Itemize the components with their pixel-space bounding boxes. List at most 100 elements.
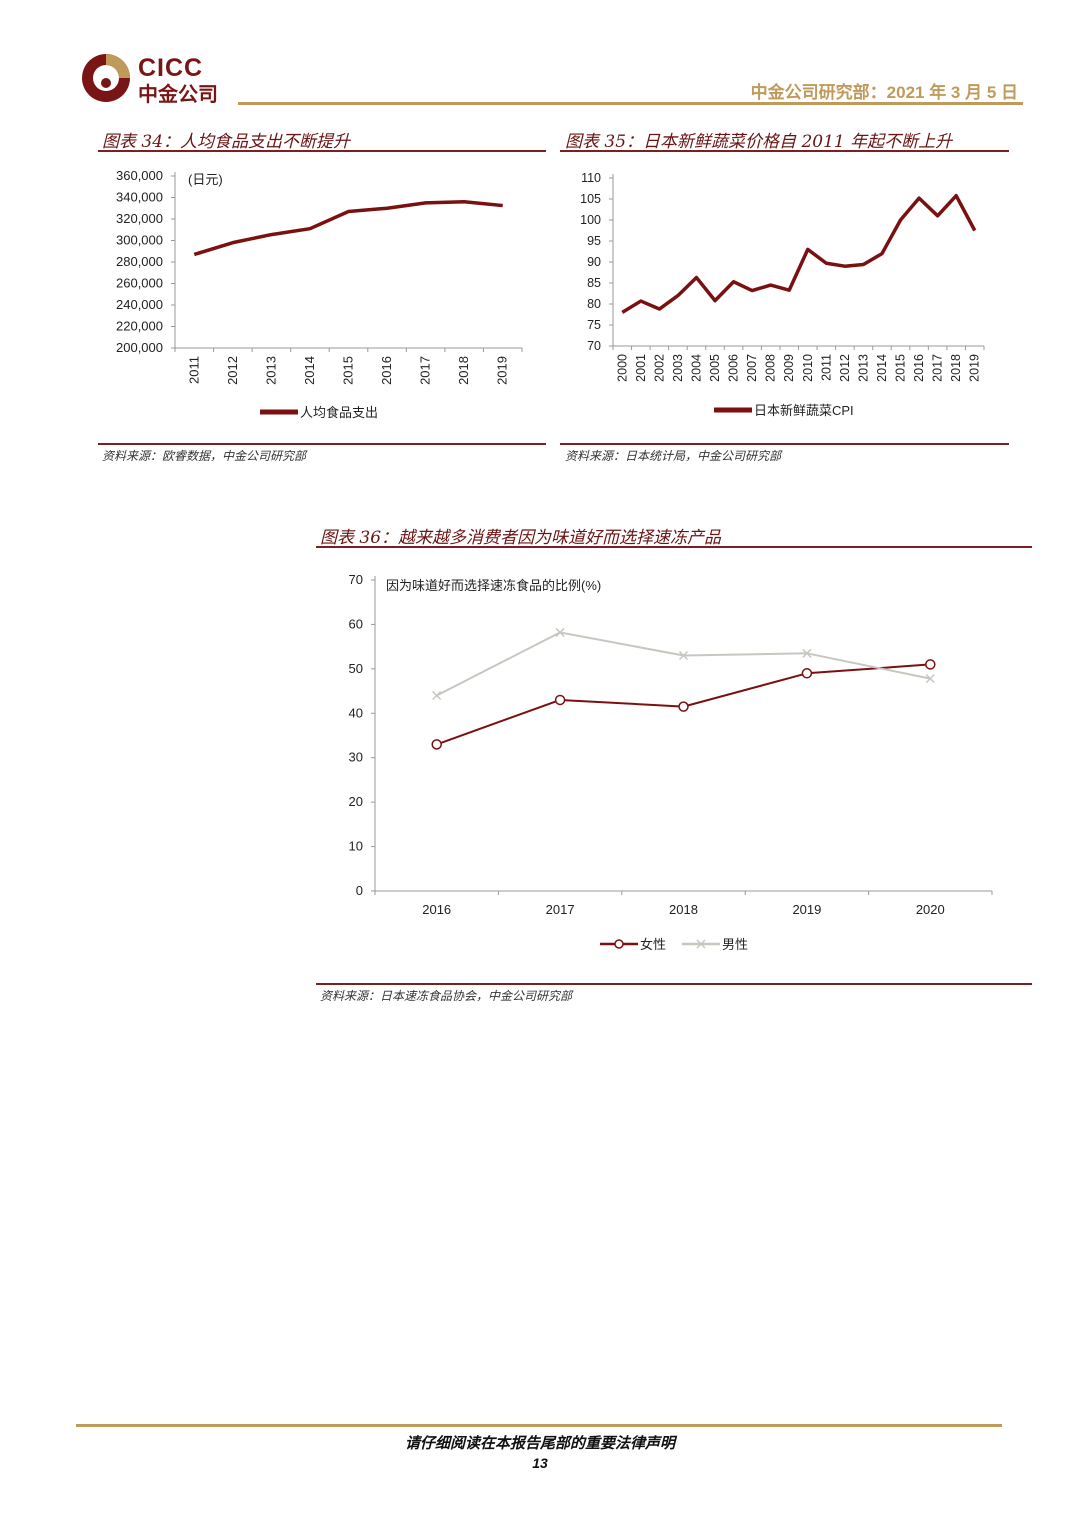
- x-tick-label: 2019: [792, 902, 821, 917]
- y-tick-label: 240,000: [116, 297, 163, 312]
- x-tick-label: 2011: [186, 356, 201, 384]
- data-point-x: [555, 627, 565, 637]
- fig35-top-rule: [560, 150, 1009, 152]
- x-tick-label: 2017: [418, 356, 433, 385]
- fig34-chart: 200,000 220,000 240,000 260,000 280,000 300,0…: [116, 168, 523, 420]
- series-line-2: [436, 631, 931, 697]
- y-tick-label: 70: [587, 339, 601, 353]
- x-tick-label: 2018: [456, 356, 471, 385]
- x-tick-label: 2002: [652, 354, 666, 382]
- x-tick-label: 2013: [856, 354, 870, 382]
- fig34-title: 图表 34：人均食品支出不断提升: [102, 132, 351, 152]
- fig35-bottom-rule: [560, 443, 1009, 445]
- y-tick-label: 30: [349, 750, 363, 765]
- data-point-x: [678, 650, 689, 661]
- x-tick-label: 2003: [671, 354, 685, 382]
- series-line-1: [621, 193, 977, 314]
- fig36-chart: 0 10 20 30 40 50 60 70 2016 2017 2018 2019 2020 女性 男性 因…: [349, 572, 993, 952]
- y-tick-label: 50: [349, 661, 363, 676]
- x-tick-label: 2018: [669, 902, 698, 917]
- y-tick-label: 70: [349, 572, 363, 587]
- fig34-top-rule: [98, 150, 546, 152]
- fig35-title: 图表 35：日本新鲜蔬菜价格自 2011 年起不断上升: [565, 132, 953, 152]
- y-axis-title: 因为味道好而选择速冻食品的比例(%): [386, 578, 601, 593]
- x-tick-label: 2010: [801, 354, 815, 382]
- y-tick-label: 90: [587, 255, 601, 269]
- legend-marker-x: [696, 939, 706, 949]
- fig36-top-rule: [316, 546, 1032, 548]
- y-tick-label: 60: [349, 616, 363, 631]
- data-point-circle: [801, 668, 813, 679]
- y-tick-label: 95: [587, 234, 601, 248]
- footer-divider: [76, 1424, 1002, 1427]
- x-tick-label: 2013: [263, 356, 278, 385]
- fig36-bottom-rule: [316, 983, 1032, 985]
- legend-label: 男性: [722, 937, 748, 952]
- cicc-logo: [82, 54, 130, 102]
- x-tick-label: 2015: [341, 356, 356, 385]
- data-point-circle: [925, 659, 936, 670]
- x-tick-label: 2020: [916, 902, 945, 917]
- unit-label: (日元): [188, 172, 223, 187]
- page-number: 13: [532, 1455, 548, 1471]
- y-tick-label: 200,000: [116, 340, 163, 355]
- x-tick-label: 2019: [968, 354, 982, 382]
- y-tick-label: 300,000: [116, 233, 163, 248]
- x-tick-label: 2014: [302, 356, 317, 385]
- header-divider: [238, 102, 1023, 105]
- x-tick-label: 2012: [838, 354, 852, 382]
- y-tick-label: 10: [349, 839, 363, 854]
- x-tick-label: 2014: [875, 354, 889, 382]
- series-line-1: [193, 200, 503, 257]
- x-tick-label: 2018: [949, 354, 963, 382]
- fig35-chart: 70 75 80 85 90 95 100 105 110 2000 2001 2002 2003 200…: [580, 171, 985, 418]
- legend-label: 日本新鲜蔬菜CPI: [754, 403, 854, 418]
- data-point-circle: [554, 694, 566, 706]
- footer-notice: 请仔细阅读在本报告尾部的重要法律声明: [404, 1434, 675, 1452]
- y-tick-label: 260,000: [116, 276, 163, 291]
- y-tick-label: 40: [349, 705, 363, 720]
- legend-label: 女性: [640, 937, 666, 952]
- x-tick-label: 2007: [745, 354, 759, 382]
- y-tick-label: 100: [580, 213, 601, 227]
- y-tick-label: 110: [581, 171, 601, 185]
- x-tick-label: 2019: [495, 356, 510, 385]
- fig35-source: 资料来源：日本统计局，中金公司研究部: [565, 449, 782, 463]
- x-tick-label: 2012: [225, 356, 240, 385]
- legend-label: 人均食品支出: [300, 405, 378, 420]
- x-tick-label: 2006: [727, 354, 741, 382]
- data-point-circle: [678, 701, 689, 712]
- y-tick-label: 20: [349, 794, 363, 809]
- x-tick-label: 2009: [782, 354, 796, 382]
- fig36-title: 图表 36：越来越多消费者因为味道好而选择速冻产品: [320, 528, 722, 548]
- y-tick-label: 105: [580, 192, 601, 206]
- x-tick-label: 2016: [379, 356, 394, 385]
- logo-text-cn: 中金公司: [138, 84, 218, 106]
- fig34-source: 资料来源：欧睿数据，中金公司研究部: [102, 449, 307, 463]
- header-date: 中金公司研究部：2021 年 3 月 5 日: [750, 83, 1018, 102]
- data-point-x: [802, 648, 812, 658]
- x-tick-label: 2016: [912, 354, 926, 382]
- x-tick-label: 2017: [931, 354, 945, 382]
- x-tick-label: 2011: [819, 354, 833, 381]
- x-tick-label: 2008: [764, 354, 778, 382]
- x-tick-label: 2004: [689, 354, 703, 382]
- x-tick-label: 2005: [708, 354, 722, 382]
- logo-text-en: CICC: [138, 54, 204, 82]
- legend-marker-circle: [614, 939, 624, 949]
- fig36-source: 资料来源：日本速冻食品协会，中金公司研究部: [320, 989, 573, 1003]
- x-tick-label: 2001: [634, 354, 648, 382]
- data-point-circle: [431, 739, 442, 750]
- y-tick-label: 220,000: [116, 319, 163, 334]
- x-tick-label: 2017: [546, 902, 575, 917]
- fig34-bottom-rule: [98, 443, 546, 445]
- x-tick-label: 2000: [615, 354, 629, 382]
- x-tick-label: 2016: [422, 902, 451, 917]
- y-tick-label: 75: [587, 318, 601, 332]
- y-tick-label: 0: [356, 883, 363, 898]
- y-tick-label: 85: [587, 276, 601, 290]
- data-point-x: [925, 674, 935, 684]
- y-tick-label: 320,000: [116, 211, 163, 226]
- data-point-x: [432, 690, 442, 701]
- y-tick-label: 280,000: [116, 254, 163, 269]
